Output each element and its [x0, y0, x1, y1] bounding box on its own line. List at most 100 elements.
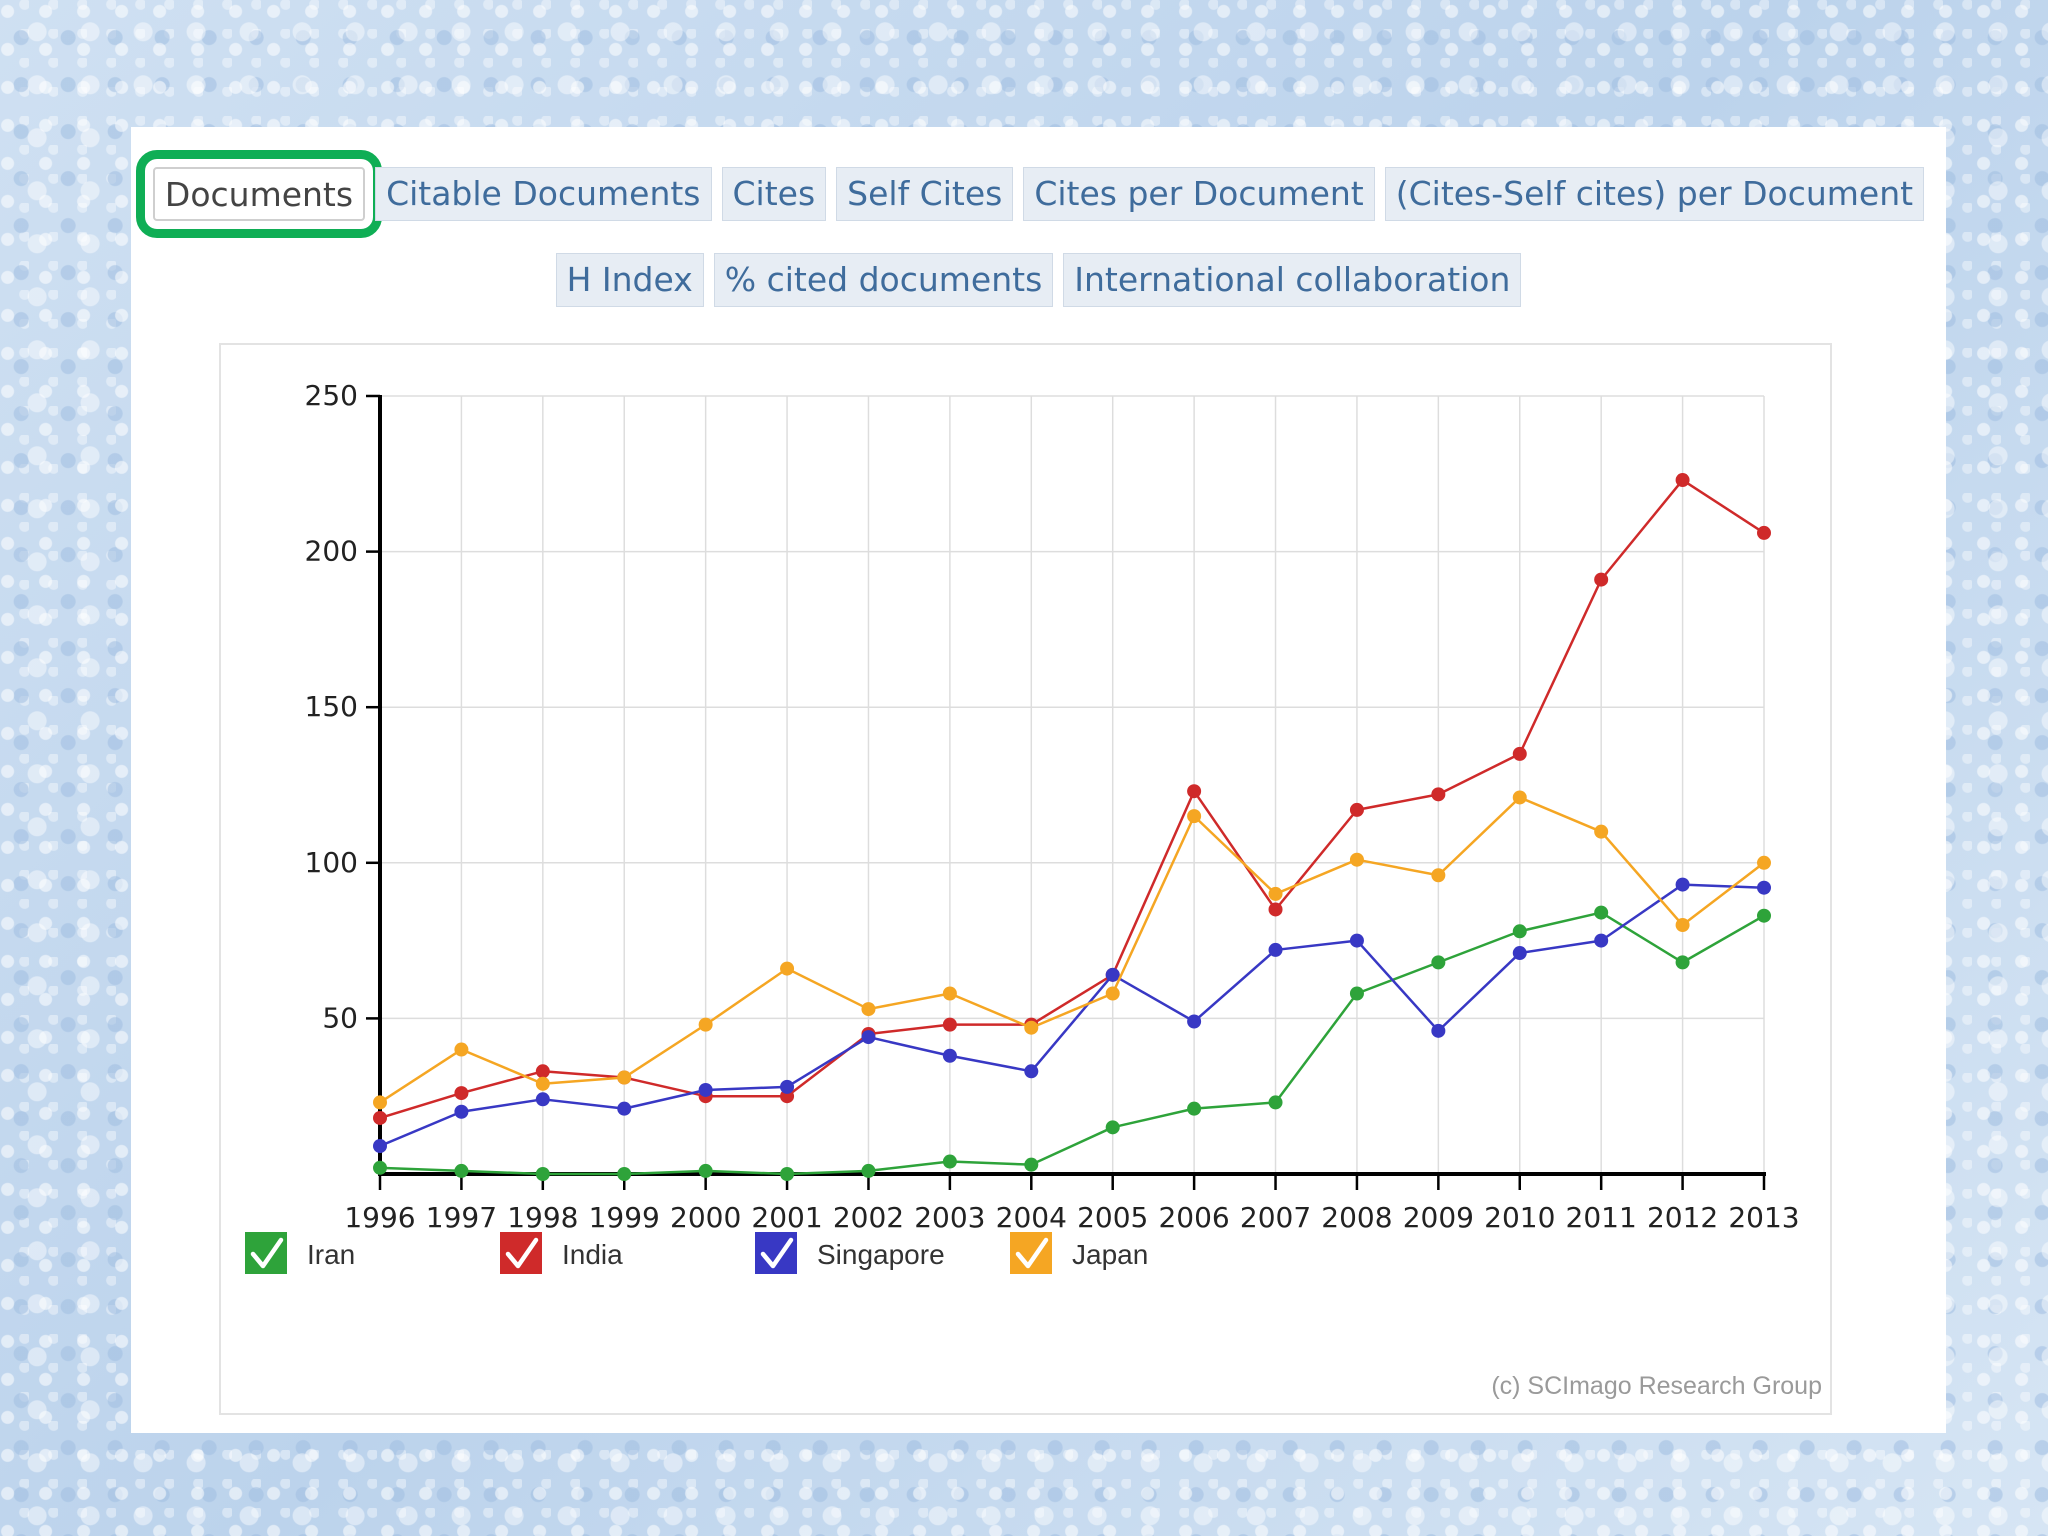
data-point-iran	[373, 1160, 387, 1175]
y-tick-label: 100	[305, 846, 358, 879]
data-point-singapore	[1187, 1014, 1202, 1029]
series-line-singapore	[379, 883, 1765, 1148]
y-tick-label: 200	[305, 535, 358, 568]
tab-self-cites[interactable]: Self Cites	[836, 167, 1014, 221]
legend-label-japan[interactable]: Japan	[1072, 1239, 1148, 1270]
data-point-iran	[861, 1163, 876, 1178]
data-point-singapore	[617, 1101, 632, 1116]
data-point-singapore	[1268, 942, 1283, 957]
data-point-japan	[1512, 790, 1527, 805]
data-point-singapore	[1512, 946, 1527, 961]
x-tick-label: 2012	[1647, 1201, 1718, 1234]
x-tick-label: 2001	[751, 1201, 822, 1234]
series-line-india	[379, 478, 1765, 1120]
tab-documents[interactable]: Documents	[135, 150, 383, 238]
data-point-japan	[1757, 855, 1771, 870]
legend-singapore-check-icon	[760, 1237, 794, 1269]
legend-label-singapore[interactable]: Singapore	[817, 1239, 945, 1270]
data-point-india	[1268, 902, 1283, 917]
data-point-japan	[1431, 868, 1446, 883]
data-point-iran	[454, 1163, 469, 1178]
data-point-india	[942, 1017, 957, 1032]
tab-h-index[interactable]: H Index	[555, 253, 704, 307]
line-chart: 50 100 150 200 250 1996 1997 1998 1999 2000 2001 20…	[245, 379, 1800, 1274]
data-point-japan	[535, 1076, 550, 1091]
data-point-india	[1675, 473, 1690, 488]
data-point-india	[1512, 746, 1527, 761]
credit-text: (c) SCImago Research Group	[1491, 1372, 1822, 1400]
x-tick-label: 1999	[589, 1201, 660, 1234]
data-point-singapore	[535, 1092, 550, 1107]
data-point-singapore	[1675, 877, 1690, 892]
data-point-iran	[780, 1167, 795, 1181]
data-point-iran	[1675, 955, 1690, 970]
data-point-singapore	[1431, 1023, 1446, 1038]
x-tick-label: 2005	[1077, 1201, 1148, 1234]
data-point-japan	[1268, 886, 1283, 901]
x-tick-label: 2008	[1321, 1201, 1392, 1234]
data-point-japan	[454, 1042, 469, 1057]
series-line-japan	[379, 796, 1765, 1104]
data-point-india	[1187, 784, 1202, 799]
chart-container: 50 100 150 200 250 1996 1997 1998 1999 2000 2001 20…	[219, 343, 1832, 1415]
y-tick-label: 50	[322, 1001, 358, 1034]
x-tick-label: 2002	[833, 1201, 904, 1234]
data-point-singapore	[780, 1079, 795, 1094]
x-tick-label: 2000	[670, 1201, 741, 1234]
y-tick-label: 250	[305, 379, 358, 412]
data-point-india	[535, 1064, 550, 1079]
tab-bar-row-1: Documents Citable Documents Cites Self Cite…	[131, 150, 1946, 238]
data-point-iran	[1512, 924, 1527, 939]
legend-label-india[interactable]: India	[562, 1239, 623, 1270]
data-point-singapore	[1594, 933, 1609, 948]
data-point-iran	[1349, 986, 1364, 1001]
legend-iran-check-icon	[250, 1237, 284, 1269]
data-point-singapore	[861, 1030, 876, 1045]
data-point-india	[454, 1086, 469, 1101]
data-point-iran	[1105, 1120, 1120, 1135]
data-point-india	[373, 1110, 387, 1125]
data-point-iran	[1757, 908, 1771, 923]
data-point-japan	[617, 1070, 632, 1085]
x-tick-label: 1998	[507, 1201, 578, 1234]
tab-cites-self-cites-per-document[interactable]: (Cites-Self cites) per Document	[1384, 167, 1925, 221]
data-point-japan	[1675, 918, 1690, 933]
data-point-singapore	[942, 1048, 957, 1063]
x-tick-label: 1996	[344, 1201, 415, 1234]
x-tick-label: 2003	[914, 1201, 985, 1234]
legend-label-iran[interactable]: Iran	[307, 1239, 355, 1270]
data-point-singapore	[1105, 967, 1120, 982]
data-point-india	[1431, 787, 1446, 802]
tab-bar-row-2: H Index% cited documents International co…	[131, 253, 1946, 307]
data-point-india	[1594, 572, 1609, 587]
data-point-japan	[1594, 824, 1609, 839]
x-tick-label: 2013	[1728, 1201, 1799, 1234]
data-point-india	[1757, 525, 1771, 540]
data-point-japan	[373, 1095, 387, 1110]
data-point-iran	[942, 1154, 957, 1169]
data-point-iran	[1431, 955, 1446, 970]
series-line-iran	[379, 911, 1765, 1176]
tab-international-collaboration[interactable]: International collaboration	[1063, 253, 1522, 307]
data-point-singapore	[1024, 1064, 1039, 1079]
data-point-india	[1349, 802, 1364, 817]
data-point-japan	[780, 961, 795, 976]
data-point-japan	[861, 1002, 876, 1017]
y-tick-label: 150	[305, 690, 358, 723]
x-tick-label: 2007	[1240, 1201, 1311, 1234]
tab-cites-per-document[interactable]: Cites per Document	[1023, 167, 1375, 221]
x-tick-label: 2006	[1158, 1201, 1229, 1234]
tab-cited-documents[interactable]: % cited documents	[713, 253, 1054, 307]
data-point-japan	[698, 1017, 713, 1032]
x-tick-label: 2011	[1566, 1201, 1637, 1234]
x-tick-label: 2004	[996, 1201, 1067, 1234]
data-point-japan	[1187, 809, 1202, 824]
data-point-iran	[1024, 1157, 1039, 1172]
data-point-japan	[1024, 1020, 1039, 1035]
tab-citable-documents[interactable]: Citable Documents	[375, 167, 712, 221]
legend-japan-check-icon	[1015, 1237, 1049, 1269]
tab-cites[interactable]: Cites	[721, 167, 827, 221]
data-point-iran	[698, 1163, 713, 1178]
data-point-singapore	[1757, 880, 1771, 895]
data-point-japan	[942, 986, 957, 1001]
